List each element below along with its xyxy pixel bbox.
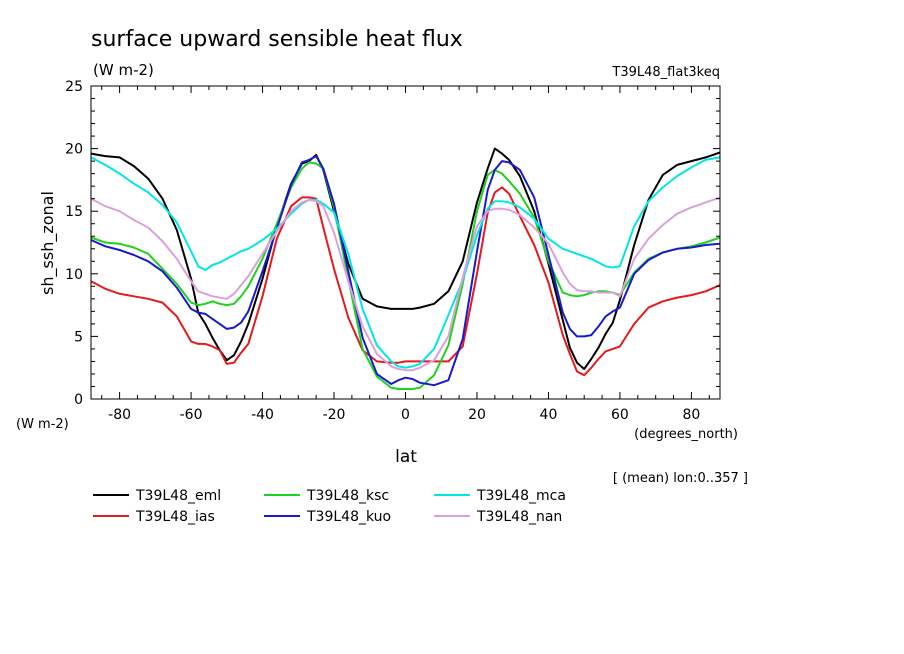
series-line-T39L48_nan bbox=[90, 196, 721, 372]
y-tick-label: 5 bbox=[74, 329, 83, 345]
y-tick-label: 0 bbox=[74, 392, 83, 408]
x-tick-label: 0 bbox=[401, 407, 410, 423]
series-line-T39L48_mca bbox=[90, 156, 721, 369]
plot-frame bbox=[90, 85, 721, 400]
legend-label-T39L48_nan: T39L48_nan bbox=[476, 509, 562, 525]
legend-label-T39L48_ksc: T39L48_ksc bbox=[306, 488, 389, 504]
series-line-T39L48_ias bbox=[90, 186, 721, 377]
chart-title: surface upward sensible heat flux bbox=[91, 27, 463, 52]
experiment-label: T39L48_flat3keq bbox=[611, 65, 720, 80]
y-tick-label: 20 bbox=[65, 142, 83, 158]
x-axis-label: lat bbox=[395, 447, 417, 467]
x-tick-label: 40 bbox=[540, 407, 558, 423]
x-tick-label: -80 bbox=[108, 407, 131, 423]
y-tick-label: 15 bbox=[65, 204, 83, 220]
mean-note: [ (mean) lon:0..357 ] bbox=[613, 471, 748, 486]
x-tick-label: 20 bbox=[468, 407, 486, 423]
legend: T39L48_eml T39L48_ksc T39L48_mca T39L48_ias… bbox=[93, 488, 566, 525]
legend-label-T39L48_kuo: T39L48_kuo bbox=[306, 509, 391, 525]
x-axis-units: (degrees_north) bbox=[634, 427, 738, 442]
y-axis-units: (W m-2) bbox=[16, 417, 69, 432]
series-line-T39L48_ksc bbox=[90, 161, 721, 390]
x-tick-label: -40 bbox=[251, 407, 274, 423]
legend-label-T39L48_mca: T39L48_mca bbox=[476, 488, 566, 504]
legend-label-T39L48_ias: T39L48_ias bbox=[135, 509, 215, 525]
x-tick-label: -60 bbox=[180, 407, 203, 423]
x-tick-label: 80 bbox=[682, 407, 700, 423]
legend-label-T39L48_eml: T39L48_eml bbox=[135, 488, 221, 504]
y-axis-label: sh_ssh_zonal bbox=[38, 191, 58, 295]
series-line-T39L48_eml bbox=[90, 147, 721, 370]
series-line-T39L48_kuo bbox=[90, 155, 721, 387]
plot-area: -80 -60 -40 -20 0 20 40 60 80 0 5 10 15 20 25 bbox=[65, 79, 721, 423]
x-tick-label: 60 bbox=[611, 407, 629, 423]
chart-units: (W m-2) bbox=[93, 61, 154, 79]
y-tick-label: 25 bbox=[65, 79, 83, 95]
y-tick-label: 10 bbox=[65, 267, 83, 283]
x-tick-label: -20 bbox=[323, 407, 346, 423]
